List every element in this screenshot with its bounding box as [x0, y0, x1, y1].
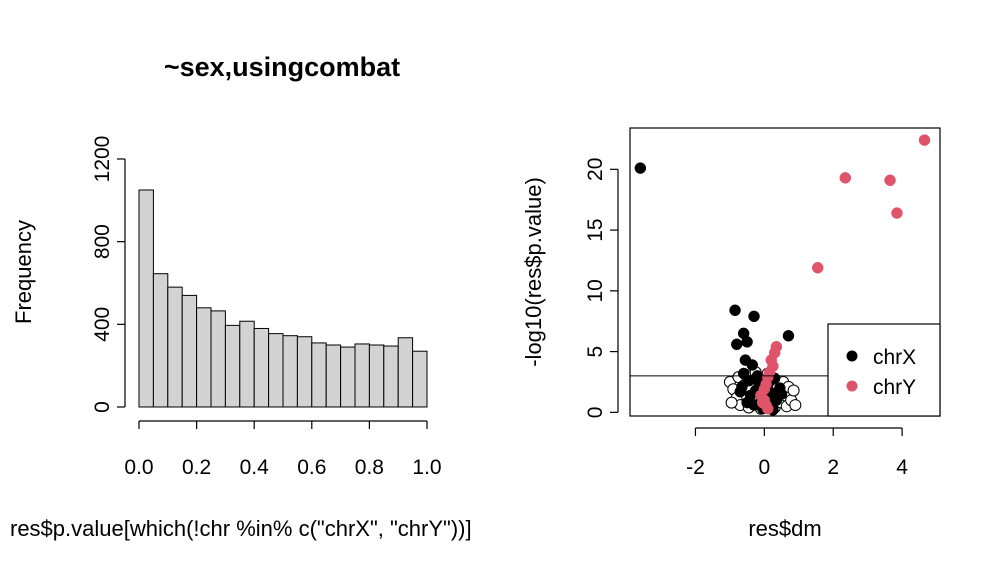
histogram-bar — [325, 344, 342, 408]
histogram-x-label: res$p.value[which(!chr %in% c("chrX", "c… — [10, 516, 472, 541]
histogram-bar — [282, 335, 298, 408]
scatter-point-chry — [918, 134, 931, 146]
x-tick-label: 1.0 — [412, 456, 441, 479]
scatter-x-label: res$dm — [748, 516, 821, 541]
x-tick-label: 2 — [827, 456, 839, 479]
y-tick-label: 0 — [584, 407, 607, 419]
histogram-bars — [138, 189, 428, 408]
legend-chrx-marker — [846, 350, 858, 362]
scatter-point-chrx — [634, 162, 647, 174]
scatter-point-open — [725, 396, 738, 409]
histogram-bar — [296, 336, 313, 408]
y-tick-label: 20 — [584, 158, 607, 181]
histogram-bar — [340, 346, 356, 408]
histogram-bar — [268, 333, 284, 408]
histogram-bar — [253, 327, 270, 408]
x-tick-label: 0.8 — [355, 456, 384, 479]
histogram-bar — [354, 343, 370, 408]
y-tick-label: 15 — [584, 218, 607, 241]
histogram-panel: ~sex,usingcombat 0.0 0.2 0.4 0.6 0.8 1.0 0 400… — [10, 52, 472, 541]
histogram-bar — [368, 344, 385, 408]
histogram-bar — [181, 294, 198, 408]
histogram-y-label: Frequency — [11, 220, 36, 324]
histogram-bar — [239, 320, 255, 408]
scatter-legend: chrX chrY — [827, 323, 941, 417]
histogram-bar — [383, 345, 399, 408]
x-tick-label: 4 — [896, 456, 908, 479]
legend-chry-label: chrY — [873, 376, 916, 399]
scatter-plot-box — [629, 127, 941, 417]
y-tick-label: 1200 — [91, 136, 114, 183]
x-tick-label: 0.4 — [240, 456, 270, 479]
x-tick-label: 0 — [758, 456, 770, 479]
scatter-point-chrx — [741, 396, 753, 409]
x-tick-label: 0.6 — [297, 456, 326, 479]
scatter-point-chrx — [782, 330, 795, 342]
scatter-point-chrx — [748, 310, 760, 323]
y-tick-label: 5 — [584, 346, 607, 358]
histogram-bar — [196, 307, 212, 408]
histogram-bar — [224, 324, 241, 408]
scatter-point-open — [787, 384, 800, 397]
scatter-point-open — [789, 399, 802, 412]
legend-box — [827, 323, 941, 417]
scatter-point-chrx — [746, 359, 759, 371]
histogram-bar — [397, 337, 414, 408]
scatter-panel: -2 0 2 4 0 5 10 15 20 res$dm -log10(res$p.value… — [521, 127, 941, 541]
histogram-bar — [167, 286, 183, 408]
legend-chry-marker — [846, 380, 858, 392]
y-tick-label: 10 — [584, 279, 607, 302]
scatter-x-axis: -2 0 2 4 — [686, 427, 908, 479]
scatter-point-chrx — [729, 304, 741, 317]
histogram-y-axis: 0 400 800 1200 — [91, 136, 126, 413]
y-tick-label: 800 — [91, 224, 114, 259]
histogram-bar — [412, 350, 428, 408]
scatter-point-chrx — [734, 385, 746, 398]
legend-chrx-label: chrX — [873, 346, 916, 369]
scatter-point-chry — [884, 174, 896, 187]
scatter-y-axis: 0 5 10 15 20 — [584, 158, 619, 419]
histogram-bar — [152, 273, 169, 408]
x-tick-label: 0.2 — [182, 456, 211, 479]
scatter-points — [634, 134, 931, 416]
y-tick-label: 400 — [91, 307, 114, 342]
y-tick-label: 0 — [91, 401, 114, 413]
scatter-point-chry — [756, 396, 769, 409]
histogram-bar — [311, 342, 327, 408]
scatter-point-chry — [839, 172, 852, 184]
scatter-point-chry — [891, 207, 903, 219]
scatter-point-chrx — [731, 338, 743, 351]
histogram-x-axis: 0.0 0.2 0.4 0.6 0.8 1.0 — [124, 420, 442, 479]
scatter-point-chrx — [741, 336, 753, 348]
x-tick-label: 0.0 — [124, 456, 153, 479]
scatter-point-chry — [811, 261, 824, 274]
histogram-bar — [138, 189, 154, 408]
scatter-y-label: -log10(res$p.value) — [521, 177, 546, 367]
scatter-point-chrx — [775, 388, 788, 400]
histogram-title: ~sex,usingcombat — [164, 52, 400, 82]
x-tick-label: -2 — [686, 456, 705, 479]
histogram-bar — [210, 310, 226, 408]
